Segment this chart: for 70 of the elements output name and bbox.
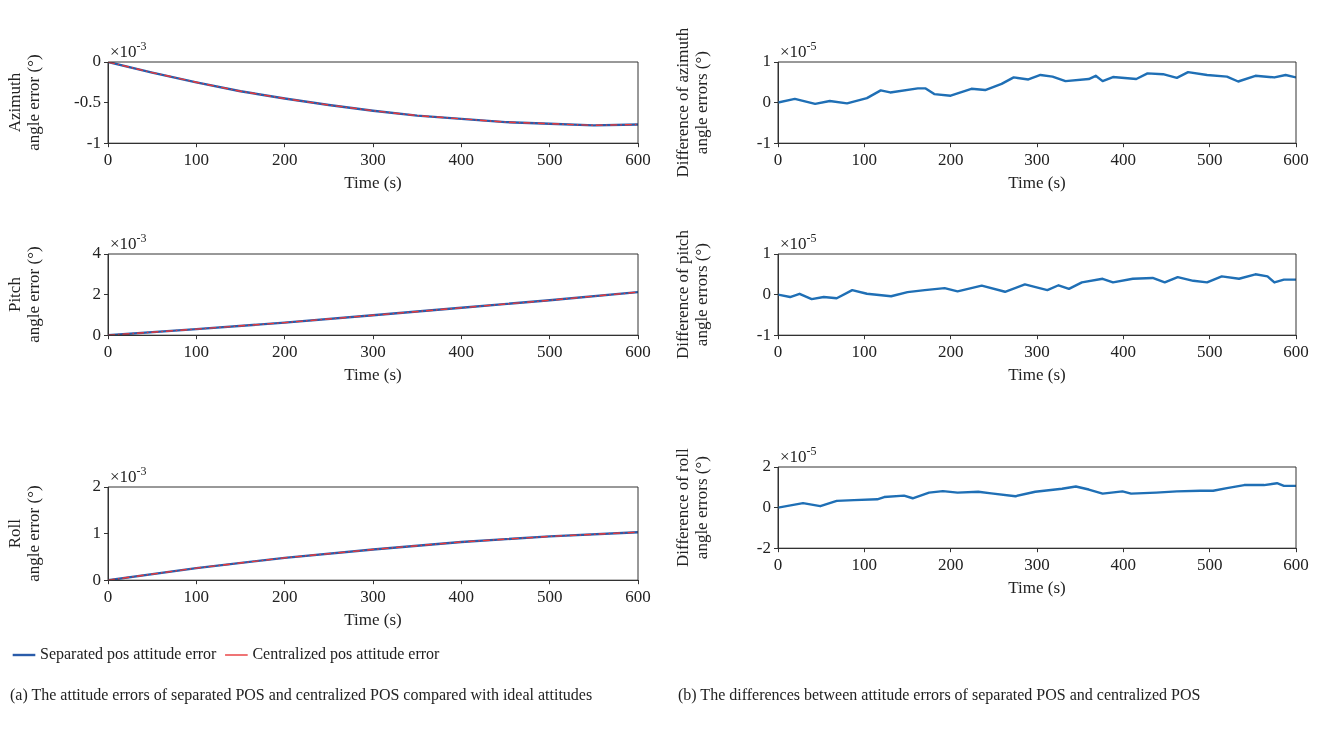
y-tick-label: -1 xyxy=(86,132,101,152)
legend-label: Separated pos attitude error xyxy=(40,645,218,664)
x-tick-label: 500 xyxy=(1196,149,1223,169)
x-tick-label: 500 xyxy=(536,586,563,606)
y-tick-label: -1 xyxy=(756,324,771,344)
y-tick-label: 0 xyxy=(92,324,101,344)
x-tick-label: 600 xyxy=(625,149,651,169)
x-tick-label: 500 xyxy=(1196,341,1223,361)
y-axis-title: Roll angle error (°) xyxy=(4,485,43,582)
x-tick-label: 200 xyxy=(937,341,964,361)
y-tick-label: 0 xyxy=(92,51,101,71)
x-axis-title: Time (s) xyxy=(344,610,402,630)
x-tick-label: 100 xyxy=(183,149,210,169)
x-tick-label: 200 xyxy=(937,149,964,169)
y-tick-label: 4 xyxy=(92,243,102,263)
y-tick-label: 1 xyxy=(92,523,101,543)
y-axis-title: Difference of azimuth angle errors (°) xyxy=(672,27,711,178)
y-tick-label: 2 xyxy=(92,476,101,496)
y-tick-label: 2 xyxy=(92,284,101,304)
y-tick-label: -2 xyxy=(756,537,771,557)
x-axis-title: Time (s) xyxy=(1008,365,1066,385)
y-tick-label: 1 xyxy=(762,243,771,263)
y-axis-title: Azimuth angle error (°) xyxy=(4,54,43,151)
x-tick-label: 400 xyxy=(1110,149,1137,169)
x-tick-label: 100 xyxy=(851,554,878,574)
x-tick-label: 500 xyxy=(536,341,563,361)
x-tick-label: 100 xyxy=(183,586,210,606)
x-tick-label: 200 xyxy=(271,586,298,606)
x-tick-label: 600 xyxy=(1283,341,1309,361)
y-axis-title: Difference of roll angle errors (°) xyxy=(672,448,711,567)
x-tick-label: 600 xyxy=(1283,554,1309,574)
legend-label: Centralized pos attitude error xyxy=(252,645,441,664)
x-tick-label: 600 xyxy=(1283,149,1309,169)
y-tick-label: 1 xyxy=(762,51,771,71)
x-tick-label: 300 xyxy=(360,341,386,361)
y-tick-label: 0 xyxy=(92,569,101,589)
x-tick-label: 100 xyxy=(183,341,210,361)
y-tick-label: 2 xyxy=(762,456,771,476)
text: (b) The differences between attitude errors of separated POS and centralized POS xyxy=(678,685,1202,705)
x-tick-label: 200 xyxy=(271,149,298,169)
x-tick-label: 300 xyxy=(360,149,386,169)
x-axis-title: Time (s) xyxy=(344,173,402,193)
x-tick-label: 300 xyxy=(1024,554,1050,574)
x-tick-label: 300 xyxy=(1024,341,1050,361)
x-axis-title: Time (s) xyxy=(1008,173,1066,193)
y-tick-label: 0 xyxy=(762,497,771,517)
x-tick-label: 600 xyxy=(625,586,651,606)
x-tick-label: 400 xyxy=(1110,554,1137,574)
y-axis-title: Pitch angle error (°) xyxy=(4,246,43,343)
y-tick-label: -1 xyxy=(756,132,771,152)
x-tick-label: 100 xyxy=(851,149,878,169)
text: (a) The attitude errors of separated POS and centralized POS compared with ideal attitudes xyxy=(10,685,594,705)
y-tick-label: 0 xyxy=(762,284,771,304)
x-tick-label: 400 xyxy=(448,341,475,361)
y-axis-title: Difference of pitch angle errors (°) xyxy=(672,229,711,360)
x-tick-label: 600 xyxy=(625,341,651,361)
x-tick-label: 500 xyxy=(536,149,563,169)
x-tick-label: 100 xyxy=(851,341,878,361)
y-tick-label: -0.5 xyxy=(74,92,101,112)
x-tick-label: 200 xyxy=(271,341,298,361)
x-tick-label: 300 xyxy=(1024,149,1050,169)
x-axis-title: Time (s) xyxy=(344,365,402,385)
y-tick-label: 0 xyxy=(762,92,771,112)
x-tick-label: 200 xyxy=(937,554,964,574)
x-tick-label: 400 xyxy=(448,586,475,606)
x-tick-label: 400 xyxy=(448,149,475,169)
x-axis-title: Time (s) xyxy=(1008,578,1066,598)
x-tick-label: 400 xyxy=(1110,341,1137,361)
x-tick-label: 500 xyxy=(1196,554,1223,574)
x-tick-label: 300 xyxy=(360,586,386,606)
